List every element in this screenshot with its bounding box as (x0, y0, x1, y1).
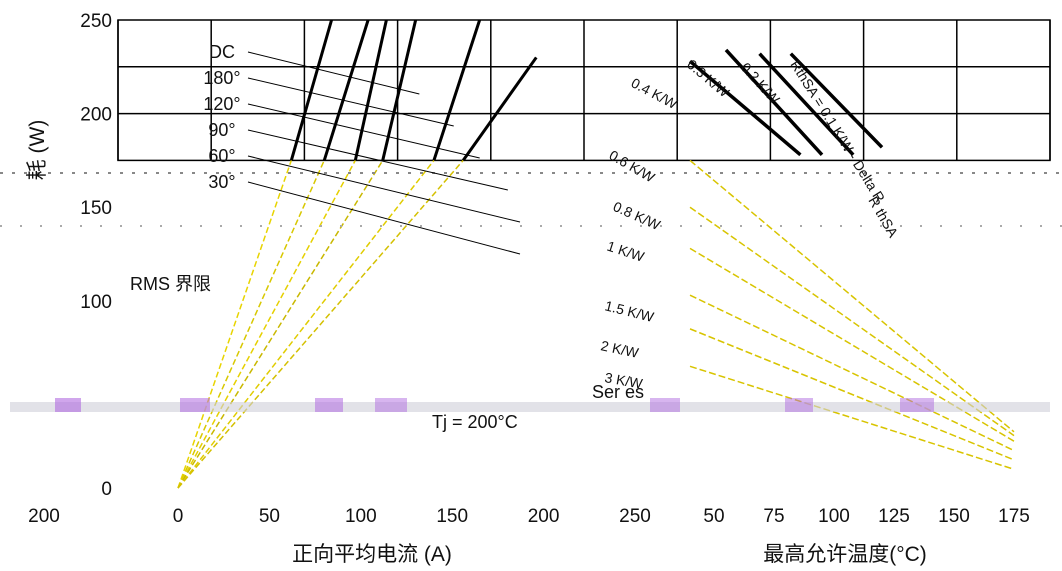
right-series-label: 0.4 K/W (629, 75, 681, 113)
left-series-group (177, 19, 538, 489)
left-series-label: 60° (208, 146, 235, 166)
left-y-tick-labels: 0 100 150 200 250 (80, 11, 112, 500)
left-series-lower-6 (177, 159, 464, 489)
left-x-tick-label: 100 (345, 506, 377, 527)
right-series-line-10 (689, 365, 1015, 470)
y-tick-label: 250 (80, 11, 112, 32)
left-series-lower-5 (177, 159, 435, 489)
left-label-leader (247, 155, 521, 223)
right-x-tick-label: 100 (818, 506, 850, 527)
right-series-label: 0.3 K/W (684, 56, 733, 101)
left-series-lower-3 (177, 160, 356, 489)
right-series-line-8 (689, 294, 1015, 452)
left-x-axis-title: 正向平均电流 (A) (292, 543, 452, 566)
rms-limit-annotation: RMS 界限 (130, 274, 211, 294)
left-series-lower-2 (177, 160, 325, 489)
right-series-label: 1.5 K/W (603, 297, 656, 325)
left-x-tick-label: 150 (436, 506, 468, 527)
y-axis-title: 耗 (W) (26, 120, 49, 181)
left-series-lower-4 (177, 160, 384, 489)
left-label-leader (247, 77, 454, 127)
right-series-label: 0.6 K/W (607, 147, 659, 186)
right-x-tick-label: 75 (763, 506, 784, 527)
rthsa-annotation: R thSA (865, 194, 901, 241)
right-series-line-3 (724, 48, 824, 156)
left-series-label: DC (209, 42, 235, 62)
right-series-line-7 (689, 247, 1015, 442)
right-x-axis-title: 最高允许温度(°C) (763, 543, 927, 566)
left-label-leader (247, 181, 521, 255)
left-x-tick-label: 200 (528, 506, 560, 527)
right-series-line-5 (689, 159, 1015, 433)
right-series-label: 2 K/W (599, 337, 640, 361)
y-tick-label: 150 (80, 198, 112, 219)
right-series-label: 1 K/W (605, 238, 647, 265)
y-tick-label: 100 (80, 292, 112, 313)
left-series-lower-1 (177, 160, 293, 489)
right-series-label: 0.8 K/W (611, 198, 664, 233)
series-annotation: Ser es (592, 382, 644, 402)
left-series-labels: DC 180° 120° 90° 60° 30° (203, 42, 521, 255)
x-tick-under-y: 200 (28, 506, 60, 527)
right-series-label: 3 K/W (603, 369, 644, 392)
right-series-line-4 (688, 59, 802, 157)
right-x-tick-label: 175 (998, 506, 1030, 527)
left-series-upper-5 (432, 19, 482, 161)
left-label-leader (247, 51, 420, 95)
right-series-line-2 (758, 52, 855, 156)
left-x-tick-labels: 0 50 100 150 200 250 (173, 506, 651, 527)
right-x-tick-label: 50 (703, 506, 724, 527)
chart-grid (117, 19, 1051, 162)
left-series-upper-2 (322, 19, 370, 161)
left-series-label: 90° (208, 120, 235, 140)
left-series-upper-1 (289, 19, 333, 161)
right-series-line-6 (689, 206, 1015, 437)
left-label-leader (247, 129, 508, 191)
right-series-group (688, 48, 1015, 470)
left-x-tick-label: 50 (259, 506, 280, 527)
right-series-line-1 (789, 52, 884, 149)
left-series-upper-6 (461, 56, 538, 162)
left-series-upper-3 (353, 19, 388, 161)
scan-noise-band (0, 172, 1062, 412)
tj-annotation: Tj = 200°C (432, 412, 518, 432)
left-x-tick-label: 250 (619, 506, 651, 527)
right-x-tick-labels: 50 75 100 125 150 175 (703, 506, 1029, 527)
left-x-tick-label: 0 (173, 506, 184, 527)
left-series-label: 180° (203, 68, 240, 88)
left-series-label: 30° (208, 172, 235, 192)
right-x-tick-label: 150 (938, 506, 970, 527)
right-x-tick-label: 125 (878, 506, 910, 527)
right-series-line-9 (689, 328, 1015, 461)
y-tick-label: 0 (101, 479, 112, 500)
left-label-leader (247, 103, 480, 159)
y-tick-label: 200 (80, 105, 112, 126)
left-series-label: 120° (203, 94, 240, 114)
